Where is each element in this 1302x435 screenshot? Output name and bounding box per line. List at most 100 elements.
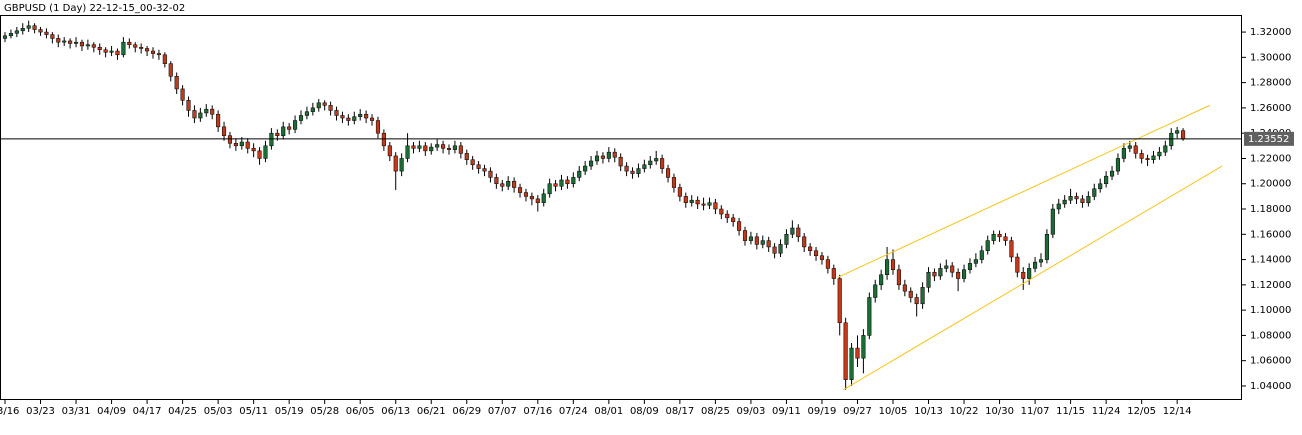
candle-body — [1109, 170, 1115, 177]
candle-body — [1163, 145, 1168, 153]
candle-body — [642, 164, 647, 169]
x-tick-label: 06/21 — [417, 406, 446, 417]
candle-body — [257, 150, 262, 159]
candle-body — [500, 183, 505, 187]
candle-body — [914, 297, 919, 305]
candle-body — [808, 246, 813, 251]
candle-body — [239, 141, 244, 147]
candle-body — [263, 145, 268, 159]
candle-body — [369, 117, 375, 121]
candle-body — [446, 148, 452, 150]
candle-body — [1139, 153, 1144, 159]
candle-body — [630, 170, 635, 174]
candle-body — [802, 236, 807, 248]
candle-body — [754, 236, 759, 245]
candle-body — [68, 40, 73, 44]
candle-body — [381, 132, 386, 147]
candle-body — [1169, 132, 1174, 147]
candle-body — [1157, 151, 1162, 157]
y-tick-label: 1.08000 — [1250, 330, 1291, 341]
candle-body — [547, 183, 552, 195]
candle-body — [1056, 203, 1061, 210]
candle-body — [168, 63, 173, 77]
y-tick-label: 1.06000 — [1250, 356, 1291, 367]
candle-body — [985, 240, 990, 251]
candle-body — [1027, 268, 1032, 279]
candle-body — [813, 250, 819, 257]
price-label-box — [1244, 131, 1294, 146]
candle-body — [967, 263, 973, 270]
x-tick-label: 04/17 — [133, 406, 162, 417]
candle-body — [1038, 259, 1044, 263]
channel-line — [843, 165, 1223, 391]
candle-body — [304, 111, 309, 116]
candle-body — [1086, 196, 1091, 203]
candle-body — [867, 297, 872, 336]
candle-body — [293, 120, 298, 130]
candle-body — [1003, 236, 1008, 241]
x-tick-label: 03/31 — [62, 406, 91, 417]
candle-body — [417, 145, 422, 149]
candle-body — [340, 115, 345, 119]
candle-body — [855, 347, 860, 359]
candle-body — [476, 164, 481, 169]
candle-body — [281, 126, 286, 136]
candle-body — [831, 268, 836, 279]
candle-body — [133, 44, 138, 48]
candle-body — [873, 284, 878, 298]
x-tick-label: 08/17 — [665, 406, 694, 417]
candle-body — [594, 155, 600, 162]
candle-body — [150, 50, 156, 54]
candle-body — [322, 102, 327, 106]
x-tick-label: 04/25 — [168, 406, 197, 417]
candle-body — [1098, 183, 1103, 190]
candle-body — [600, 155, 605, 159]
candle-body — [375, 120, 381, 134]
candle-body — [748, 236, 753, 241]
candle-body — [482, 168, 487, 172]
candle-body — [825, 259, 830, 269]
candle-body — [742, 230, 748, 241]
candle-body — [8, 33, 13, 37]
candle-body — [896, 269, 901, 286]
candle-body — [328, 105, 333, 111]
candle-body — [1068, 196, 1073, 201]
candle-body — [523, 192, 529, 197]
candle-body — [275, 132, 280, 136]
x-tick-label: 04/09 — [97, 406, 126, 417]
candle-body — [1145, 158, 1150, 160]
candle-body — [399, 158, 404, 172]
candle-body — [269, 132, 274, 147]
candle-body — [452, 145, 457, 150]
candle-body — [553, 183, 558, 187]
candle-body — [541, 193, 546, 203]
candle-body — [429, 146, 434, 152]
candle-body — [352, 116, 357, 121]
candle-body — [950, 265, 955, 273]
candle-body — [310, 107, 315, 112]
y-tick-label: 1.22000 — [1250, 153, 1291, 164]
candle-body — [298, 115, 304, 121]
candle-body — [494, 177, 499, 184]
candle-body — [1074, 196, 1079, 200]
candle-body — [387, 145, 392, 157]
candle-body — [796, 227, 801, 238]
candle-body — [1104, 175, 1109, 184]
candle-body — [713, 202, 718, 210]
candle-body — [1044, 234, 1049, 260]
candle-body — [358, 113, 363, 117]
candle-body — [683, 196, 688, 203]
candle-body — [32, 25, 37, 30]
candle-body — [103, 49, 108, 53]
candle-body — [731, 217, 736, 222]
candle-body — [784, 234, 789, 245]
candle-body — [837, 278, 842, 324]
candle-body — [20, 28, 25, 32]
y-tick-label: 1.04000 — [1250, 381, 1291, 392]
candle-body — [529, 196, 534, 200]
candle-body — [162, 54, 167, 64]
x-tick-label: 06/29 — [452, 406, 481, 417]
candle-body — [1127, 145, 1132, 149]
